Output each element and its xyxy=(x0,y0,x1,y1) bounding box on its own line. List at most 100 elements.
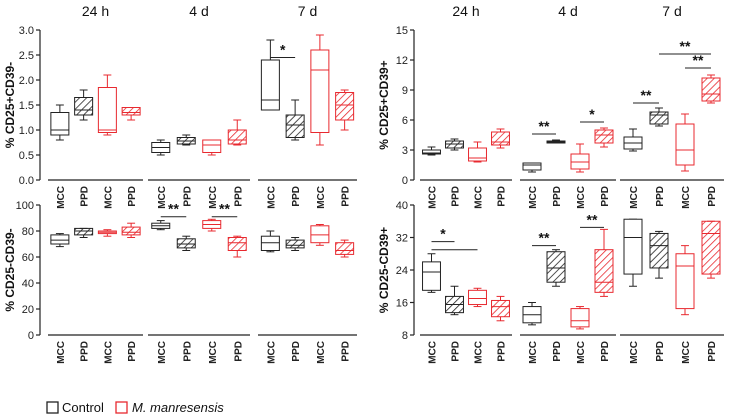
box-body xyxy=(701,220,721,275)
x-tick-label: PPD xyxy=(600,341,611,362)
y-tick-label: 40 xyxy=(22,278,34,290)
timepoint-title: 4 d xyxy=(189,3,208,19)
box-ppd-treated xyxy=(491,128,510,149)
box-ppd-treated xyxy=(227,119,247,146)
y-tick-label: 0 xyxy=(28,330,34,342)
box-mcc-treated xyxy=(570,306,590,330)
legend-control-swatch xyxy=(46,401,59,414)
box-ppd-treated xyxy=(227,235,247,258)
box-mcc-treated xyxy=(675,245,695,316)
box-body xyxy=(468,147,487,162)
box-body xyxy=(675,123,695,166)
x-tick-label: PPD xyxy=(341,341,352,362)
legend-treated-label: M. manresensis xyxy=(132,400,224,415)
x-tick-label: PPD xyxy=(451,341,462,362)
x-tick-label: PPD xyxy=(233,341,244,362)
box-body xyxy=(522,162,542,171)
box-body xyxy=(50,112,70,136)
box-ppd-treated xyxy=(701,74,721,104)
box-mcc-treated xyxy=(310,34,330,146)
x-tick-label: MCC xyxy=(528,186,539,209)
x-tick-label: MCC xyxy=(681,186,692,209)
box-body xyxy=(285,114,305,138)
x-tick-label: PPD xyxy=(707,186,718,207)
y-axis-label: % CD25+CD39+ xyxy=(377,60,391,149)
x-tick-label: PPD xyxy=(497,341,508,362)
box-ppd-treated xyxy=(491,295,510,322)
x-tick-label: MCC xyxy=(681,341,692,364)
box-mcc-control xyxy=(623,218,643,287)
legend-treated-swatch xyxy=(115,401,128,414)
box-mcc-control xyxy=(422,146,441,156)
significance-label: * xyxy=(440,226,446,242)
box-body xyxy=(422,149,441,155)
box-ppd-treated xyxy=(594,127,614,148)
box-body xyxy=(594,249,614,293)
box-ppd-control xyxy=(285,237,305,251)
panel-cd25n_cd39p: 8 16 24 32 40 % CD25-CD39+ MCC PPD MCC PPD * MCC PPD… xyxy=(377,200,724,364)
y-tick-label: 3.0 xyxy=(19,25,34,37)
box-body xyxy=(675,253,695,310)
x-tick-label: MCC xyxy=(428,186,439,209)
legend-control-label: Control xyxy=(62,400,104,415)
box-body xyxy=(121,107,141,116)
box-ppd-treated xyxy=(594,228,614,297)
y-tick-label: 1.5 xyxy=(19,100,34,112)
box-body xyxy=(121,226,141,236)
significance-label: ** xyxy=(539,230,550,246)
box-ppd-control xyxy=(546,139,566,144)
box-body xyxy=(422,261,441,291)
box-body xyxy=(50,234,70,245)
y-tick-label: 0.5 xyxy=(19,150,34,162)
y-tick-label: 100 xyxy=(16,200,34,212)
box-body xyxy=(335,242,355,255)
box-mcc-control xyxy=(522,302,542,326)
chart-panels: 0.0 0.5 1.0 1.5 2.0 2.5 3.0 % CD25+CD39- 24 h MCC… xyxy=(3,3,724,364)
x-tick-label: MCC xyxy=(266,186,277,209)
box-mcc-control xyxy=(522,162,542,173)
x-tick-label: MCC xyxy=(103,186,114,209)
box-ppd-treated xyxy=(335,239,355,258)
box-ppd-treated xyxy=(335,89,355,131)
box-ppd-control xyxy=(649,107,669,127)
x-tick-label: MCC xyxy=(528,341,539,364)
x-tick-label: PPD xyxy=(341,186,352,207)
x-tick-label: MCC xyxy=(629,186,640,209)
box-body xyxy=(594,129,614,144)
x-tick-label: PPD xyxy=(655,341,666,362)
y-tick-label: 32 xyxy=(396,233,408,245)
box-mcc-control xyxy=(260,230,280,253)
box-body xyxy=(570,308,590,328)
x-tick-label: MCC xyxy=(576,341,587,364)
box-mcc-control xyxy=(422,253,441,293)
box-mcc-treated xyxy=(97,229,117,237)
x-tick-label: MCC xyxy=(56,341,67,364)
significance-label: * xyxy=(280,42,286,58)
x-tick-label: PPD xyxy=(451,186,462,207)
box-body xyxy=(649,111,669,125)
x-tick-label: PPD xyxy=(80,186,91,207)
box-ppd-control xyxy=(649,230,669,279)
box-body xyxy=(649,232,669,269)
x-tick-label: PPD xyxy=(291,186,302,207)
box-mcc-treated xyxy=(675,113,695,172)
x-tick-label: MCC xyxy=(103,341,114,364)
box-mcc-treated xyxy=(310,224,330,246)
x-tick-label: MCC xyxy=(208,186,219,209)
x-tick-label: PPD xyxy=(600,186,611,207)
timepoint-title: 7 d xyxy=(298,3,317,19)
box-body xyxy=(202,139,222,153)
box-mcc-control xyxy=(151,139,171,156)
box-ppd-control xyxy=(74,227,94,238)
x-tick-label: PPD xyxy=(552,341,563,362)
timepoint-title: 4 d xyxy=(558,3,577,19)
x-tick-label: MCC xyxy=(208,341,219,364)
x-tick-label: PPD xyxy=(552,186,563,207)
timepoint-title: 7 d xyxy=(662,3,681,19)
x-tick-label: PPD xyxy=(655,186,666,207)
box-body xyxy=(74,97,94,116)
box-mcc-treated xyxy=(468,287,487,308)
y-tick-label: 24 xyxy=(396,265,408,277)
x-tick-label: MCC xyxy=(474,186,485,209)
